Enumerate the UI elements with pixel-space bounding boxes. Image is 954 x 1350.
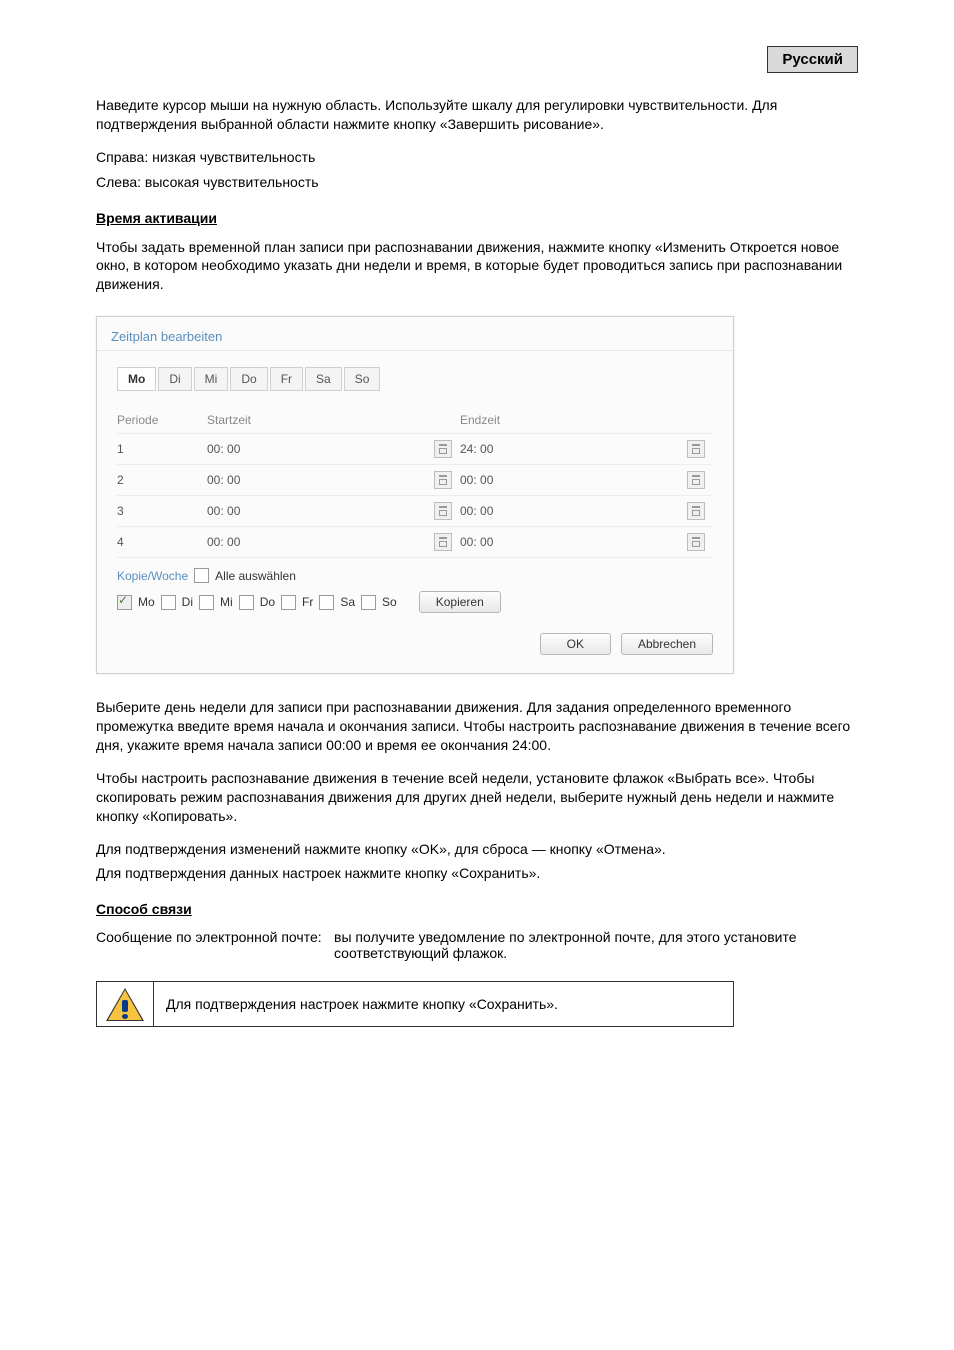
tab-di[interactable]: Di (158, 367, 191, 391)
cancel-button[interactable]: Abbrechen (621, 633, 713, 655)
start-time-value[interactable]: 00: 00 (207, 442, 240, 456)
period-number: 3 (117, 504, 207, 518)
sensitivity-left: Слева: высокая чувствительность (96, 173, 858, 192)
start-time-value[interactable]: 00: 00 (207, 473, 240, 487)
warning-text: Для подтверждения настроек нажмите кнопк… (154, 982, 733, 1026)
header-end: Endzeit (460, 413, 713, 427)
copy-day-so-checkbox[interactable] (361, 595, 376, 610)
start-time-value[interactable]: 00: 00 (207, 504, 240, 518)
copy-day-fr-checkbox[interactable] (281, 595, 296, 610)
after-paragraph-1: Выберите день недели для записи при расп… (96, 698, 858, 755)
copy-day-mi-checkbox[interactable] (199, 595, 214, 610)
copy-day-di-checkbox[interactable] (161, 595, 176, 610)
end-time-value[interactable]: 00: 00 (460, 473, 493, 487)
schedule-edit-dialog: Zeitplan bearbeiten Mo Di Mi Do Fr Sa So… (96, 316, 734, 674)
activation-time-paragraph: Чтобы задать временной план записи при р… (96, 238, 858, 295)
intro-paragraph-1: Наведите курсор мыши на нужную область. … (96, 96, 858, 134)
warning-icon (106, 988, 144, 1021)
tab-so[interactable]: So (344, 367, 381, 391)
tab-mo[interactable]: Mo (117, 367, 156, 391)
tab-mi[interactable]: Mi (194, 367, 229, 391)
section-title-connection: Способ связи (96, 901, 858, 917)
header-start: Startzeit (207, 413, 460, 427)
section-title-activation-time: Время активации (96, 210, 858, 226)
time-picker-icon[interactable] (687, 471, 705, 489)
copy-day-di-label: Di (182, 595, 193, 609)
email-label: Сообщение по электронной почте: (96, 929, 326, 961)
start-time-value[interactable]: 00: 00 (207, 535, 240, 549)
table-row: 3 00: 00 00: 00 (117, 496, 713, 527)
dialog-title: Zeitplan bearbeiten (97, 317, 733, 351)
copy-day-so-label: So (382, 595, 397, 609)
period-number: 4 (117, 535, 207, 549)
header-period: Periode (117, 413, 207, 427)
tab-sa[interactable]: Sa (305, 367, 342, 391)
email-text: вы получите уведомление по электронной п… (334, 929, 858, 961)
after-paragraph-3: Для подтверждения изменений нажмите кноп… (96, 840, 858, 859)
sensitivity-right: Справа: низкая чувствительность (96, 148, 858, 167)
copy-day-mo-checkbox[interactable] (117, 595, 132, 610)
copy-week-label: Kopie/Woche (117, 569, 188, 583)
day-tabs: Mo Di Mi Do Fr Sa So (117, 367, 713, 391)
copy-button[interactable]: Kopieren (419, 591, 501, 613)
time-picker-icon[interactable] (434, 440, 452, 458)
time-picker-icon[interactable] (434, 471, 452, 489)
select-all-checkbox[interactable] (194, 568, 209, 583)
time-picker-icon[interactable] (687, 440, 705, 458)
copy-day-sa-checkbox[interactable] (319, 595, 334, 610)
copy-day-fr-label: Fr (302, 595, 313, 609)
warning-box: Для подтверждения настроек нажмите кнопк… (96, 981, 734, 1027)
copy-day-sa-label: Sa (340, 595, 355, 609)
copy-day-do-checkbox[interactable] (239, 595, 254, 610)
copy-day-mo-label: Mo (138, 595, 155, 609)
after-paragraph-2: Чтобы настроить распознавание движения в… (96, 769, 858, 826)
copy-day-do-label: Do (260, 595, 275, 609)
tab-do[interactable]: Do (230, 367, 267, 391)
schedule-table: Periode Startzeit Endzeit 1 00: 00 24: 0… (117, 407, 713, 558)
tab-fr[interactable]: Fr (270, 367, 303, 391)
end-time-value[interactable]: 00: 00 (460, 504, 493, 518)
table-row: 2 00: 00 00: 00 (117, 465, 713, 496)
period-number: 2 (117, 473, 207, 487)
time-picker-icon[interactable] (434, 502, 452, 520)
time-picker-icon[interactable] (687, 502, 705, 520)
ok-button[interactable]: OK (540, 633, 611, 655)
period-number: 1 (117, 442, 207, 456)
end-time-value[interactable]: 00: 00 (460, 535, 493, 549)
copy-day-mi-label: Mi (220, 595, 233, 609)
table-row: 4 00: 00 00: 00 (117, 527, 713, 558)
select-all-label: Alle auswählen (215, 569, 296, 583)
table-row: 1 00: 00 24: 00 (117, 434, 713, 465)
time-picker-icon[interactable] (434, 533, 452, 551)
language-badge: Русский (767, 46, 858, 73)
after-paragraph-4: Для подтверждения данных настроек нажмит… (96, 864, 858, 883)
end-time-value[interactable]: 24: 00 (460, 442, 493, 456)
time-picker-icon[interactable] (687, 533, 705, 551)
